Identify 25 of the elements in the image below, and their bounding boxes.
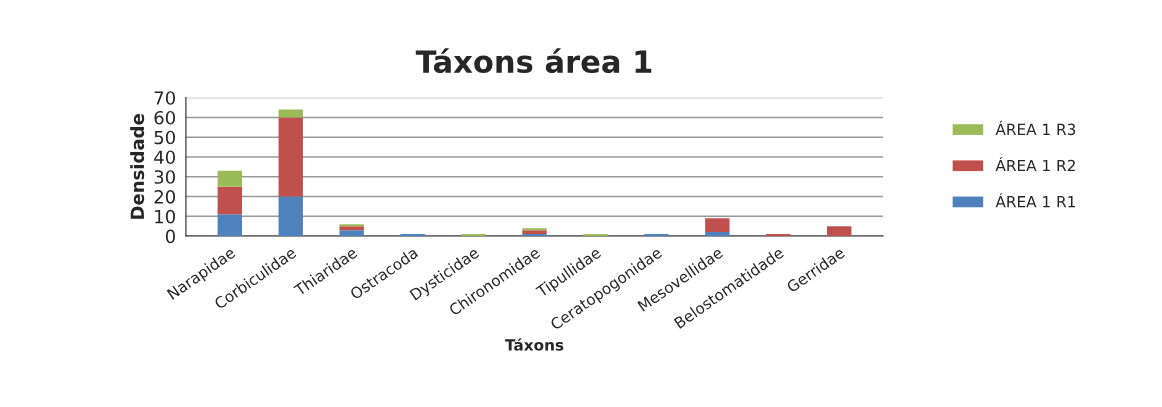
legend-label: ÁREA 1 R1 <box>995 193 1075 208</box>
chart-title: Táxons área 1 <box>415 48 652 74</box>
bar <box>827 226 852 237</box>
bar <box>217 214 242 237</box>
y-tick-label: 10 <box>155 209 175 224</box>
bar <box>339 230 364 237</box>
bar <box>705 232 730 237</box>
bar <box>278 117 303 197</box>
y-tick-label: 0 <box>165 229 175 244</box>
bar <box>522 230 547 235</box>
x-axis-title: Táxons <box>505 338 564 351</box>
bar <box>217 186 242 215</box>
y-tick-label: 30 <box>154 170 175 184</box>
bar <box>278 196 303 237</box>
legend-label: ÁREA 1 R3 <box>995 120 1076 136</box>
bar <box>217 170 242 187</box>
y-axis-title: Densidade <box>130 114 145 219</box>
y-tick-label: 50 <box>154 130 175 145</box>
y-tick-label: 70 <box>154 91 175 105</box>
y-tick-label: 20 <box>154 189 175 204</box>
bar <box>339 226 364 231</box>
y-tick-label: 60 <box>154 110 175 125</box>
bar <box>705 218 730 233</box>
y-tick-label: 40 <box>154 150 175 165</box>
legend-label: ÁREA 1 R2 <box>995 156 1075 172</box>
